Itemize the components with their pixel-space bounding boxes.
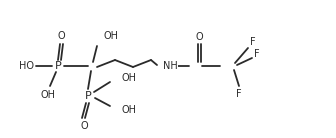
- Text: O: O: [195, 32, 203, 42]
- Text: O: O: [80, 121, 88, 131]
- Text: F: F: [250, 37, 256, 47]
- Text: OH: OH: [121, 105, 136, 115]
- Text: F: F: [236, 89, 242, 99]
- Text: OH: OH: [41, 90, 55, 100]
- Text: P: P: [85, 91, 91, 101]
- Text: F: F: [254, 49, 260, 59]
- Text: NH: NH: [163, 61, 178, 71]
- Text: OH: OH: [103, 31, 118, 41]
- Text: P: P: [55, 61, 61, 71]
- Text: OH: OH: [121, 73, 136, 83]
- Text: O: O: [57, 31, 65, 41]
- Text: HO: HO: [18, 61, 34, 71]
